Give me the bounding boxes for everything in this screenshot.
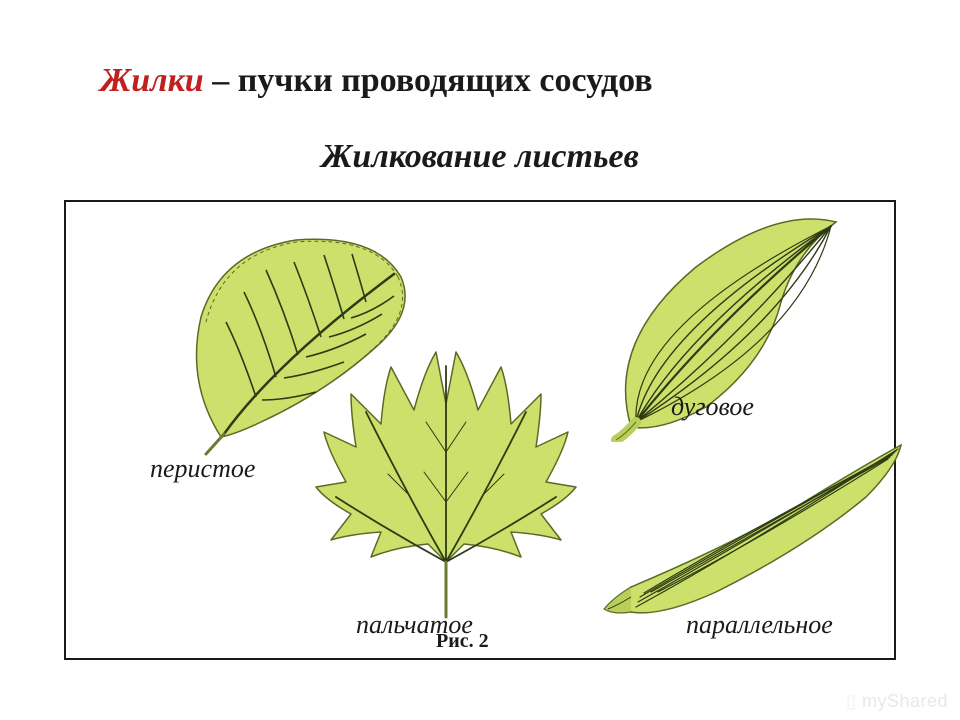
leaf-parallel: [596, 437, 916, 627]
label-pinnate: перистое: [150, 454, 255, 484]
subtitle: Жилкование листьев: [0, 138, 960, 176]
leaf-palmate: [296, 322, 596, 622]
title-separator: –: [204, 62, 238, 99]
label-arcuate: дуговое: [671, 392, 754, 422]
title-definition-text: пучки проводящих сосудов: [238, 62, 653, 99]
page: Жилки – пучки проводящих сосудов Жилкова…: [0, 0, 960, 720]
figure-caption: Рис. 2: [436, 630, 489, 653]
label-parallel: параллельное: [686, 610, 833, 640]
watermark: ▯ myShared: [846, 691, 948, 712]
title-definition: Жилки – пучки проводящих сосудов: [100, 62, 653, 100]
title-term: Жилки: [100, 62, 204, 99]
figure-frame: перистое пальчатое дуговое параллельное …: [64, 200, 896, 660]
